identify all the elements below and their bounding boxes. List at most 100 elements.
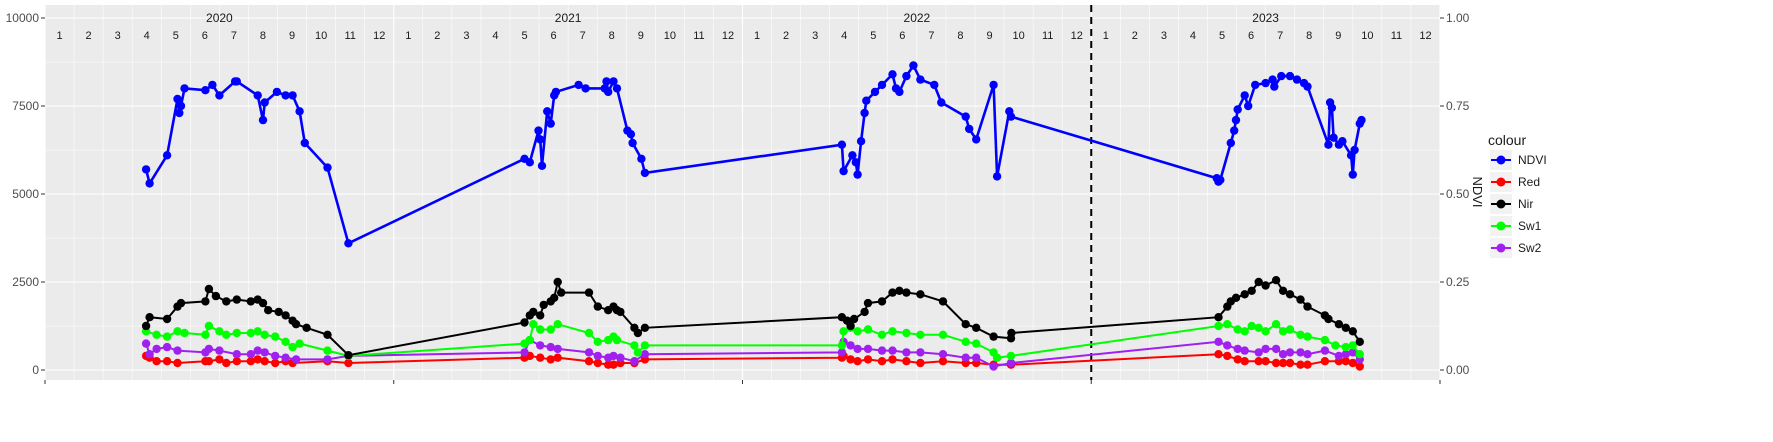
data-point-sw2 bbox=[1240, 346, 1249, 355]
data-point-red bbox=[1348, 358, 1358, 368]
data-point-sw2 bbox=[609, 351, 618, 361]
month-label: 7 bbox=[928, 30, 934, 42]
data-point-sw1 bbox=[877, 330, 887, 339]
data-point-nir bbox=[204, 284, 214, 294]
data-point-nir bbox=[902, 288, 911, 297]
data-point-sw1 bbox=[295, 339, 304, 348]
month-label: 4 bbox=[841, 30, 847, 42]
data-point-nir bbox=[584, 288, 594, 297]
data-point-ndvi bbox=[1251, 80, 1260, 90]
month-label: 11 bbox=[344, 30, 355, 42]
data-point-ndvi bbox=[637, 154, 646, 163]
year-label: 2021 bbox=[555, 11, 582, 25]
data-point-sw1 bbox=[1223, 320, 1232, 329]
data-point-sw2 bbox=[1278, 350, 1288, 359]
data-point-ndvi bbox=[1277, 71, 1286, 81]
data-point-ndvi bbox=[604, 87, 613, 97]
data-point-sw1 bbox=[536, 325, 545, 334]
data-point-ndvi bbox=[870, 87, 880, 97]
data-point-red bbox=[344, 358, 353, 368]
data-point-red bbox=[1278, 358, 1288, 368]
data-point-sw2 bbox=[989, 362, 998, 371]
data-point-sw1 bbox=[546, 325, 555, 334]
data-point-sw1 bbox=[1348, 341, 1358, 350]
data-point-sw2 bbox=[173, 346, 182, 355]
data-point-ndvi bbox=[937, 98, 946, 107]
month-label: 6 bbox=[551, 30, 557, 42]
left-tick-label: 7500 bbox=[12, 99, 39, 113]
year-label: 2022 bbox=[904, 11, 931, 25]
month-label: 1 bbox=[56, 30, 62, 42]
data-point-nir bbox=[553, 277, 562, 287]
data-point-ndvi bbox=[1240, 91, 1249, 100]
data-point-nir bbox=[246, 297, 255, 306]
data-point-ndvi bbox=[173, 94, 182, 104]
data-point-sw2 bbox=[323, 355, 332, 364]
data-point-sw1 bbox=[1278, 327, 1288, 336]
data-point-red bbox=[1303, 360, 1312, 369]
data-point-ndvi bbox=[260, 98, 269, 107]
data-point-sw1 bbox=[162, 332, 172, 341]
data-point-sw2 bbox=[1271, 344, 1281, 354]
data-point-ndvi bbox=[1268, 75, 1277, 84]
data-point-nir bbox=[1261, 281, 1270, 290]
data-point-ndvi bbox=[609, 77, 618, 86]
data-point-sw1 bbox=[961, 337, 970, 346]
month-label: 3 bbox=[463, 30, 469, 42]
month-label: 8 bbox=[1306, 30, 1312, 42]
data-point-ndvi bbox=[300, 138, 309, 148]
month-label: 2 bbox=[434, 30, 440, 42]
data-point-sw1 bbox=[553, 320, 562, 329]
data-point-red bbox=[260, 357, 269, 366]
data-point-red bbox=[902, 357, 911, 366]
data-point-sw1 bbox=[1254, 323, 1263, 332]
data-point-sw2 bbox=[972, 353, 981, 362]
data-point-ndvi bbox=[344, 239, 353, 248]
month-label: 2 bbox=[86, 30, 92, 42]
data-point-nir bbox=[281, 311, 290, 320]
data-point-nir bbox=[1254, 277, 1263, 287]
data-point-sw1 bbox=[173, 327, 182, 336]
data-point-sw2 bbox=[1320, 346, 1330, 355]
data-point-nir bbox=[1348, 327, 1358, 336]
data-point-red bbox=[1355, 362, 1365, 371]
data-point-ndvi bbox=[972, 135, 981, 144]
month-label: 5 bbox=[521, 30, 527, 42]
month-label: 6 bbox=[1248, 30, 1254, 42]
data-point-ndvi bbox=[581, 84, 590, 93]
data-point-ndvi bbox=[162, 151, 172, 160]
data-point-ndvi bbox=[272, 87, 282, 97]
data-point-ndvi bbox=[860, 108, 869, 118]
data-point-sw1 bbox=[180, 328, 189, 338]
month-label: 4 bbox=[144, 30, 150, 42]
data-point-ndvi bbox=[626, 130, 636, 139]
data-point-nir bbox=[877, 297, 887, 306]
data-point-ndvi bbox=[546, 119, 555, 128]
data-point-ndvi bbox=[1329, 133, 1338, 142]
data-point-nir bbox=[1324, 314, 1333, 324]
data-point-ndvi bbox=[215, 91, 224, 100]
data-point-sw2 bbox=[1006, 358, 1016, 368]
month-label: 12 bbox=[1071, 30, 1083, 42]
data-point-ndvi bbox=[175, 108, 184, 118]
data-point-ndvi bbox=[323, 163, 332, 172]
data-point-red bbox=[1254, 357, 1263, 366]
data-point-ndvi bbox=[1324, 140, 1333, 149]
data-point-red bbox=[152, 357, 161, 366]
data-point-sw2 bbox=[215, 346, 224, 355]
data-point-ndvi bbox=[253, 91, 262, 100]
data-point-nir bbox=[1007, 328, 1016, 338]
legend-title: colour bbox=[1488, 132, 1526, 148]
data-point-sw2 bbox=[888, 346, 897, 355]
data-point-ndvi bbox=[1230, 126, 1239, 135]
data-point-sw2 bbox=[593, 351, 602, 361]
data-point-sw1 bbox=[253, 327, 262, 336]
legend-item-ndvi: NDVI bbox=[1490, 150, 1547, 170]
data-point-nir bbox=[1240, 290, 1249, 299]
data-point-red bbox=[222, 358, 231, 368]
data-point-sw2 bbox=[271, 351, 280, 361]
data-point-nir bbox=[539, 300, 548, 310]
month-label: 10 bbox=[664, 30, 676, 42]
data-point-sw1 bbox=[222, 330, 231, 339]
data-point-red bbox=[1271, 358, 1281, 368]
